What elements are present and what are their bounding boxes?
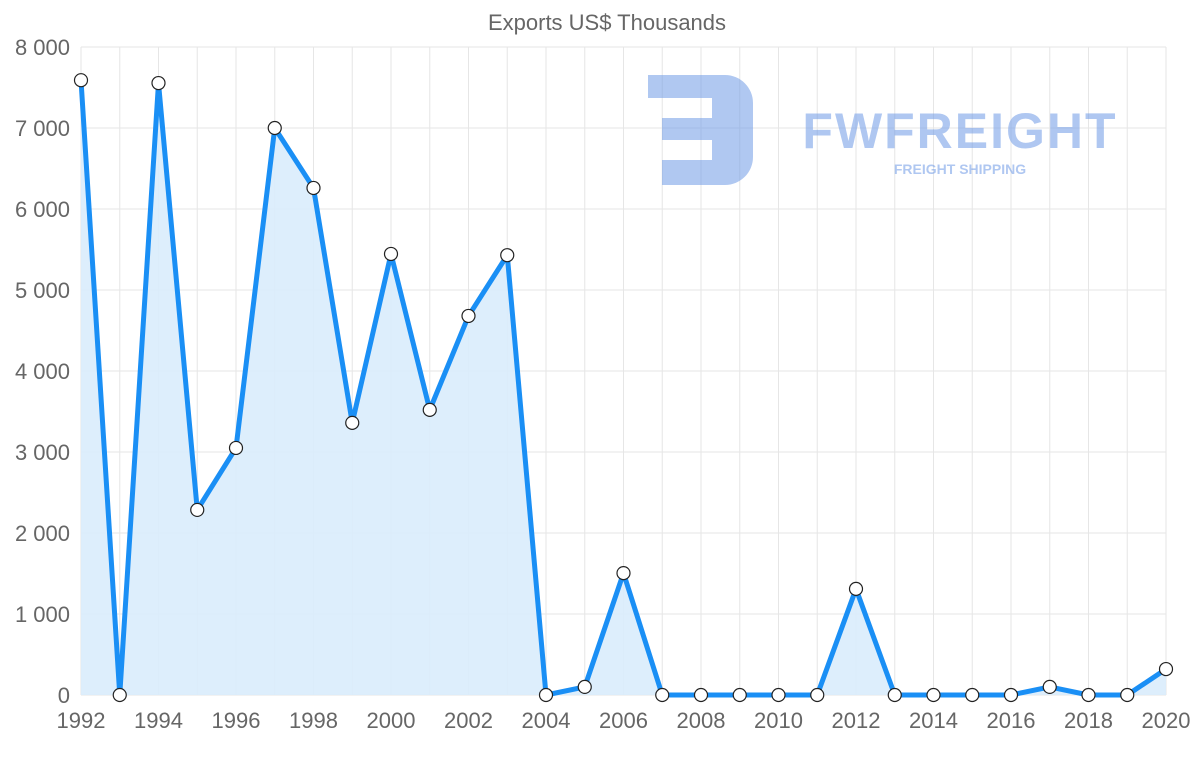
data-point-2000[interactable] xyxy=(383,246,399,262)
data-point-1996[interactable] xyxy=(228,440,244,456)
watermark-logo: FWFREIGHT FREIGHT SHIPPING xyxy=(648,75,1117,185)
data-point-2008[interactable] xyxy=(693,687,709,703)
x-axis-ticks: 1992 1994 1996 1998 2000 2002 2004 2006 2008 2010… xyxy=(57,708,1191,733)
x-tick-label: 1994 xyxy=(134,708,183,733)
x-tick-label: 2006 xyxy=(599,708,648,733)
y-tick-label: 7 000 xyxy=(15,116,70,141)
data-point-2001[interactable] xyxy=(422,402,437,417)
exports-area xyxy=(81,80,1166,695)
data-point-1998[interactable] xyxy=(306,180,321,196)
x-tick-label: 2010 xyxy=(754,708,803,733)
y-tick-label: 0 xyxy=(58,683,70,708)
data-point-2007[interactable] xyxy=(655,687,670,703)
svg-text:FREIGHT SHIPPING: FREIGHT SHIPPING xyxy=(894,161,1026,177)
y-tick-label: 6 000 xyxy=(15,197,70,222)
data-point-2012[interactable] xyxy=(848,581,864,596)
data-point-2006[interactable] xyxy=(616,565,631,581)
data-point-2016[interactable] xyxy=(1003,687,1019,703)
y-tick-label: 2 000 xyxy=(15,521,70,546)
data-point-2014[interactable] xyxy=(926,687,941,703)
y-tick-label: 1 000 xyxy=(15,602,70,627)
data-point-2017[interactable] xyxy=(1042,679,1057,695)
x-tick-label: 2000 xyxy=(367,708,416,733)
x-tick-label: 2018 xyxy=(1064,708,1113,733)
data-point-2002[interactable] xyxy=(461,308,476,324)
data-point-1999[interactable] xyxy=(345,415,360,430)
data-point-2015[interactable] xyxy=(965,687,980,703)
data-point-2019[interactable] xyxy=(1120,687,1135,703)
data-point-2003[interactable] xyxy=(500,248,515,263)
x-tick-label: 2008 xyxy=(677,708,726,733)
x-tick-label: 2002 xyxy=(444,708,493,733)
data-point-2010[interactable] xyxy=(771,687,786,703)
x-tick-label: 2016 xyxy=(987,708,1036,733)
y-axis-ticks: 0 1 000 2 000 3 000 4 000 5 000 6 000 7 000 8 00… xyxy=(15,35,70,708)
y-tick-label: 3 000 xyxy=(15,440,70,465)
data-point-2011[interactable] xyxy=(810,687,825,703)
data-point-2009[interactable] xyxy=(732,687,747,703)
y-tick-label: 5 000 xyxy=(15,278,70,303)
x-tick-label: 2012 xyxy=(832,708,881,733)
data-points xyxy=(73,73,1174,703)
data-point-1992[interactable] xyxy=(73,73,89,88)
x-tick-label: 2014 xyxy=(909,708,958,733)
data-point-2004[interactable] xyxy=(538,687,554,703)
x-tick-label: 2004 xyxy=(522,708,571,733)
svg-text:FWFREIGHT: FWFREIGHT xyxy=(802,103,1117,159)
x-tick-label: 1996 xyxy=(212,708,261,733)
y-tick-label: 8 000 xyxy=(15,35,70,60)
data-point-1997[interactable] xyxy=(267,120,282,136)
data-point-1994[interactable] xyxy=(151,75,166,91)
data-point-2013[interactable] xyxy=(887,687,902,703)
y-tick-label: 4 000 xyxy=(15,359,70,384)
x-tick-label: 2020 xyxy=(1142,708,1191,733)
chart-title: Exports US$ Thousands xyxy=(488,10,726,35)
data-point-2020[interactable] xyxy=(1158,661,1174,677)
data-point-2005[interactable] xyxy=(577,679,592,695)
data-point-1995[interactable] xyxy=(190,502,205,518)
data-point-2018[interactable] xyxy=(1081,687,1096,703)
x-tick-label: 1998 xyxy=(289,708,338,733)
x-tick-label: 1992 xyxy=(57,708,106,733)
data-point-1993[interactable] xyxy=(112,687,127,703)
